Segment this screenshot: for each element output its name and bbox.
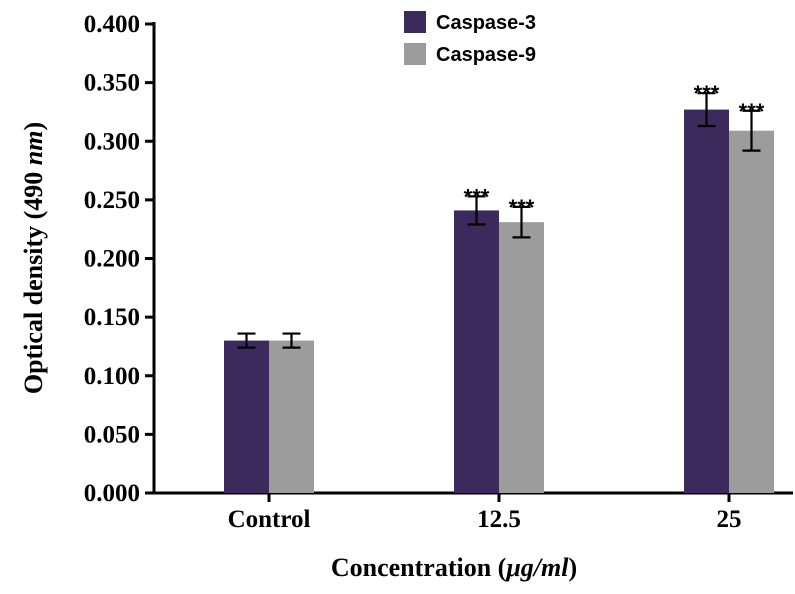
significance-marker: *** — [739, 99, 765, 124]
legend-swatch-caspase-3 — [404, 11, 426, 33]
y-tick-label: 0.100 — [84, 363, 140, 390]
bars: *** *** *** *** — [224, 81, 774, 494]
bar-caspase-3-1 — [454, 210, 499, 494]
x-tick-label: 25 — [717, 506, 742, 533]
y-tick-label: 0.350 — [84, 70, 140, 97]
y-axis-title: Optical density (490 nm) — [19, 122, 48, 394]
y-tick-label: 0.000 — [84, 480, 140, 507]
y-tick-label: 0.200 — [84, 246, 140, 273]
x-axis-title: Concentration (μg/ml) — [331, 553, 577, 582]
bar-caspase-9-2 — [729, 130, 774, 493]
y-tick-label: 0.050 — [84, 421, 140, 448]
legend: Caspase-3 Caspase-9 — [404, 11, 536, 66]
y-axis: 0.000 0.050 0.100 0.150 0.200 0.250 0.300 0.350… — [84, 11, 156, 507]
x-tick-label: 12.5 — [477, 506, 521, 533]
x-axis: Control 12.5 25 — [152, 491, 793, 533]
y-tick-label: 0.300 — [84, 128, 140, 155]
significance-marker: *** — [509, 195, 535, 220]
significance-marker: *** — [694, 81, 720, 106]
bar-caspase-9-1 — [499, 222, 544, 493]
legend-label: Caspase-3 — [436, 12, 536, 34]
legend-label: Caspase-9 — [436, 44, 536, 66]
bar-caspase-9-0 — [269, 340, 314, 493]
y-tick-label: 0.400 — [84, 11, 140, 38]
bar-caspase-3-2 — [684, 109, 729, 493]
significance-marker: *** — [464, 184, 490, 209]
x-tick-label: Control — [228, 506, 311, 533]
y-tick-label: 0.250 — [84, 187, 140, 214]
legend-swatch-caspase-9 — [404, 43, 426, 65]
bar-caspase-3-0 — [224, 340, 269, 493]
y-tick-label: 0.150 — [84, 304, 140, 331]
